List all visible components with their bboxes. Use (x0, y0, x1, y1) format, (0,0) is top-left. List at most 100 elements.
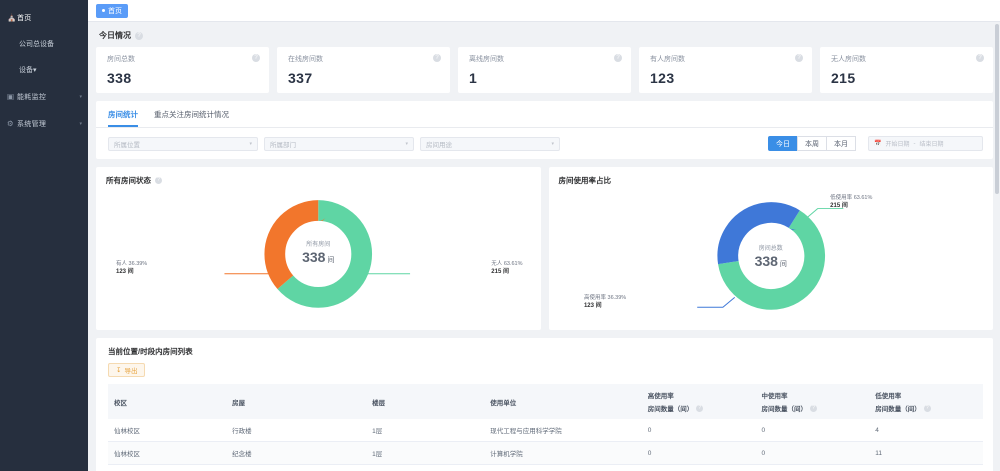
cell-low-usage: 4 (869, 419, 983, 442)
range-button-week[interactable]: 本周 (797, 136, 827, 151)
tab-dot-icon (102, 9, 105, 12)
table-body: 仙林校区 行政楼 1层 现代工程与应用科学学院 0 0 4 仙林校区 纪念楼 1… (108, 419, 983, 471)
chart-title-text: 房间使用率占比 (558, 176, 612, 185)
cell-unit: 大学计算机基础教学部 (484, 464, 642, 471)
sidebar-item-home[interactable]: ⛪ 首页 (0, 4, 88, 31)
chevron-down-icon: ▾ (33, 67, 37, 74)
calendar-icon: 📅 (874, 141, 882, 147)
range-button-month[interactable]: 本月 (826, 136, 856, 151)
column-floor[interactable]: 楼层 (366, 384, 485, 419)
help-icon[interactable]: ? (810, 404, 817, 412)
range-button-today[interactable]: 今日 (768, 136, 798, 151)
column-high-usage-subtext: 房间数量（间） (647, 406, 694, 413)
help-icon[interactable]: ? (923, 404, 931, 412)
chart-label-occupied: 有人 36.39% 123 间 (116, 260, 147, 277)
date-range-picker[interactable]: 📅 开始日期 - 结束日期 (868, 136, 983, 151)
help-icon[interactable]: ? (614, 54, 622, 62)
page-scrollbar[interactable] (995, 24, 999, 194)
sidebar-item-devices[interactable]: 设备 ▾ (0, 57, 88, 83)
chevron-down-icon: ▾ (551, 140, 554, 147)
stat-card-title: 在线房间数 (288, 56, 323, 63)
chevron-down-icon: ▾ (79, 93, 82, 100)
room-list-title: 当前位置/时段内房间列表 (108, 347, 193, 356)
sidebar-item-label: 系统管理 (17, 120, 47, 128)
help-icon[interactable]: ? (135, 31, 143, 40)
tab-home[interactable]: 首页 (96, 3, 128, 18)
stat-card-title: 无人房间数 (831, 56, 866, 63)
stat-card-title: 房间总数 (107, 56, 135, 63)
donut-slice-high-usage[interactable] (711, 196, 831, 316)
sidebar-item-system-admin[interactable]: ⚙ 系统管理 ▾ (0, 110, 88, 137)
donut-center-label: 房间总数 338 间 (559, 190, 984, 322)
cell-floor: 1层 (366, 464, 485, 471)
stat-card-total-rooms: 房间总数 338 ? (96, 47, 269, 93)
donut-slice-occupied[interactable] (264, 200, 373, 308)
tab-room-statistics[interactable]: 房间统计 (108, 109, 138, 127)
stat-card-value: 337 (288, 70, 313, 86)
chart-room-usage-ratio: 房间使用率占比 房间总数 (548, 167, 993, 330)
filter-department-placeholder: 所属部门 (270, 141, 296, 149)
export-button-label: 导出 (124, 368, 138, 375)
chevron-down-icon: ▾ (249, 140, 252, 147)
table-header: 校区 房屋 楼层 使用单位 高使用率 房间数量（间） ? (108, 384, 983, 419)
stat-card-online-rooms: 在线房间数 337 ? (277, 47, 450, 93)
help-icon[interactable]: ? (795, 54, 803, 62)
help-icon[interactable]: ? (155, 177, 162, 184)
sidebar: ⛪ 首页 公司总设备 设备 ▾ ▣ 能耗监控 ▾ ⚙ 系统管理 ▾ (0, 0, 88, 471)
donut-center-label: 所有房间 338 间 (106, 186, 531, 318)
donut-center-number: 338 (302, 249, 326, 265)
sidebar-item-energy-monitor[interactable]: ▣ 能耗监控 ▾ (0, 83, 88, 110)
today-section-title: 今日情况 ? (99, 30, 993, 41)
column-building[interactable]: 房屋 (226, 384, 367, 419)
help-icon[interactable]: ? (696, 404, 704, 412)
donut-center-unit: 间 (327, 257, 335, 264)
cell-mid-usage: 0 (755, 419, 870, 442)
cell-campus: 仙林校区 (108, 441, 227, 465)
tab-focus-room-statistics[interactable]: 重点关注房间统计情况 (154, 110, 229, 119)
filter-location-select[interactable]: 所属位置 ▾ (108, 136, 258, 151)
column-low-usage[interactable]: 低使用率 房间数量（间） ? (869, 384, 983, 419)
donut-center-unit: 间 (779, 261, 787, 268)
date-range-end: 结束日期 (919, 142, 944, 148)
export-button[interactable]: ↧ 导出 (108, 363, 146, 377)
charts-row: 所有房间状态 ? (96, 167, 993, 330)
filter-department-select[interactable]: 所属部门 ▾ (264, 136, 414, 151)
chart-label-vacant: 无人 63.61% 215 间 (491, 260, 522, 277)
help-icon[interactable]: ? (433, 54, 441, 62)
cell-low-usage: 17 (869, 464, 983, 471)
chart-label-low-usage-percent: 63.61% (853, 195, 873, 201)
column-mid-usage[interactable]: 中使用率 房间数量（间） ? (755, 384, 870, 419)
chart-all-room-status: 所有房间状态 ? (96, 167, 541, 330)
table-row[interactable]: 仙林校区 行政楼 1层 现代工程与应用科学学院 0 0 4 (108, 419, 983, 442)
stat-card-value: 338 (107, 70, 132, 86)
stat-card-occupied-rooms: 有人房间数 123 ? (639, 47, 812, 93)
column-unit[interactable]: 使用单位 (484, 384, 642, 419)
column-mid-usage-subtext: 房间数量（间） (761, 406, 808, 413)
column-mid-usage-label: 中使用率 (761, 393, 788, 400)
column-mid-usage-sub: 房间数量（间） ? (762, 403, 866, 413)
column-campus[interactable]: 校区 (108, 384, 227, 419)
page-scroll-region: 今日情况 ? 房间总数 338 ? 在线房间数 337 ? 离线房间数 1 ? (88, 22, 1000, 471)
filter-room-usage-select[interactable]: 房间用途 ▾ (420, 136, 560, 151)
donut-center-title: 所有房间 (306, 242, 331, 248)
chart-label-vacant-name: 无人 (491, 261, 503, 267)
stat-card-vacant-rooms: 无人房间数 215 ? (820, 47, 993, 93)
column-high-usage[interactable]: 高使用率 房间数量（间） ? (641, 384, 756, 419)
cell-unit: 计算机学院 (484, 441, 642, 465)
sidebar-item-company-devices[interactable]: 公司总设备 (0, 31, 88, 57)
tab-label: 首页 (108, 7, 122, 15)
donut-center-value: 338 间 (755, 253, 787, 269)
table-row[interactable]: 仙林校区 行政楼 1层 大学计算机基础教学部 0 0 17 (108, 464, 983, 471)
column-high-usage-label: 高使用率 (647, 393, 674, 400)
section-title-text: 今日情况 (99, 31, 131, 40)
stat-card-value: 215 (831, 70, 856, 86)
table-row[interactable]: 仙林校区 纪念楼 1层 计算机学院 0 0 11 (108, 441, 983, 465)
donut-svg-all-room-status (224, 200, 411, 308)
cell-mid-usage: 0 (755, 464, 870, 471)
help-icon[interactable]: ? (976, 54, 984, 62)
help-icon[interactable]: ? (252, 54, 260, 62)
chart-label-high-usage-percent: 36.39% (607, 295, 627, 301)
chart-title: 房间使用率占比 (559, 175, 984, 186)
panel-tabs: 房间统计 重点关注房间统计情况 (96, 105, 993, 128)
